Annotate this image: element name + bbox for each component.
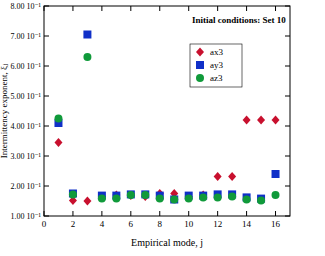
x-tick (72, 211, 73, 216)
point (272, 170, 280, 178)
x-tick-label: 4 (100, 219, 105, 229)
x-tick (217, 211, 218, 216)
x-tick (159, 211, 160, 216)
point (243, 116, 251, 125)
point (54, 115, 62, 123)
point (69, 190, 77, 198)
legend-label: az3 (210, 73, 223, 83)
point (112, 195, 120, 203)
x-tick (246, 211, 247, 216)
x-tick (130, 211, 131, 216)
y-tick (285, 186, 290, 187)
x-tick (130, 6, 131, 11)
x-tick (275, 211, 276, 216)
y-tick-label: 6.00 10⁻¹ (10, 62, 41, 71)
y-tick-label: 1.00 10⁻¹ (10, 212, 41, 221)
title: Initial conditions: Set 10 (192, 15, 286, 25)
legend-label: ax3 (210, 47, 223, 57)
point (156, 195, 164, 203)
x-tick-label: 14 (242, 219, 252, 229)
point (228, 172, 236, 181)
point (185, 195, 193, 203)
point (170, 196, 178, 204)
y-tick-label: 5.00 10⁻¹ (10, 92, 41, 101)
x-tick-label: 10 (184, 219, 194, 229)
legend-marker (196, 61, 204, 69)
point (199, 193, 207, 201)
point (83, 31, 91, 39)
x-tick-label: 8 (158, 219, 163, 229)
x-axis-label: Empirical mode, j (131, 237, 203, 248)
point (257, 116, 265, 125)
chart: 1.00 10⁻¹ 2.00 10⁻¹ 3.00 10⁻¹ 4.00 10⁻¹ 5.00… (0, 0, 325, 256)
legend-label: ay3 (210, 60, 223, 70)
x-tick (159, 6, 160, 11)
point (257, 196, 265, 204)
legend-marker (196, 74, 204, 82)
point (127, 191, 135, 200)
y-tick (44, 96, 49, 97)
x-tick (188, 211, 189, 216)
point (141, 191, 149, 199)
point (127, 190, 135, 198)
y-tick (285, 96, 290, 97)
point (127, 191, 135, 199)
x-tick (101, 211, 102, 216)
point (272, 116, 280, 125)
y-tick-label: 2.00 10⁻¹ (10, 182, 41, 191)
point (272, 191, 280, 199)
y-axis-label: Intermittency exponent, ξⱼ (0, 64, 9, 159)
point (243, 196, 251, 204)
y-tick (285, 216, 290, 217)
y-tick (44, 66, 49, 67)
y-tick (285, 156, 290, 157)
point (170, 196, 178, 204)
x-tick (72, 6, 73, 11)
y-tick (285, 36, 290, 37)
y-tick (285, 126, 290, 127)
plot-frame (44, 6, 290, 216)
point (228, 193, 236, 201)
x-tick (188, 6, 189, 11)
x-tick (217, 6, 218, 11)
point (214, 193, 222, 201)
y-tick-label: 7.00 10⁻¹ (10, 32, 41, 41)
y-tick-label: 4.00 10⁻¹ (10, 122, 41, 131)
point (98, 195, 106, 203)
y-tick-label: 8.00 10⁻¹ (10, 2, 41, 11)
x-tick-label: 2 (71, 219, 76, 229)
x-tick (246, 6, 247, 11)
x-tick (275, 6, 276, 11)
point (83, 53, 91, 61)
point (214, 172, 222, 181)
legend-box (190, 44, 242, 87)
x-tick (44, 6, 45, 11)
point (83, 197, 91, 206)
y-tick (44, 6, 49, 7)
x-tick-label: 0 (42, 219, 47, 229)
point (141, 192, 149, 201)
legend-marker (196, 48, 204, 57)
marks (54, 31, 279, 206)
y-tick (44, 216, 49, 217)
y-tick (44, 126, 49, 127)
y-tick (44, 156, 49, 157)
y-tick (285, 6, 290, 7)
x-tick (44, 211, 45, 216)
x-tick (101, 6, 102, 11)
y-tick (285, 66, 290, 67)
x-tick-label: 6 (129, 219, 134, 229)
point (69, 190, 77, 198)
point (54, 138, 62, 147)
y-tick (44, 36, 49, 37)
x-tick-label: 16 (271, 219, 281, 229)
x-tick-label: 12 (213, 219, 222, 229)
y-tick-label: 3.00 10⁻¹ (10, 152, 41, 161)
point (141, 190, 149, 198)
y-tick (44, 186, 49, 187)
